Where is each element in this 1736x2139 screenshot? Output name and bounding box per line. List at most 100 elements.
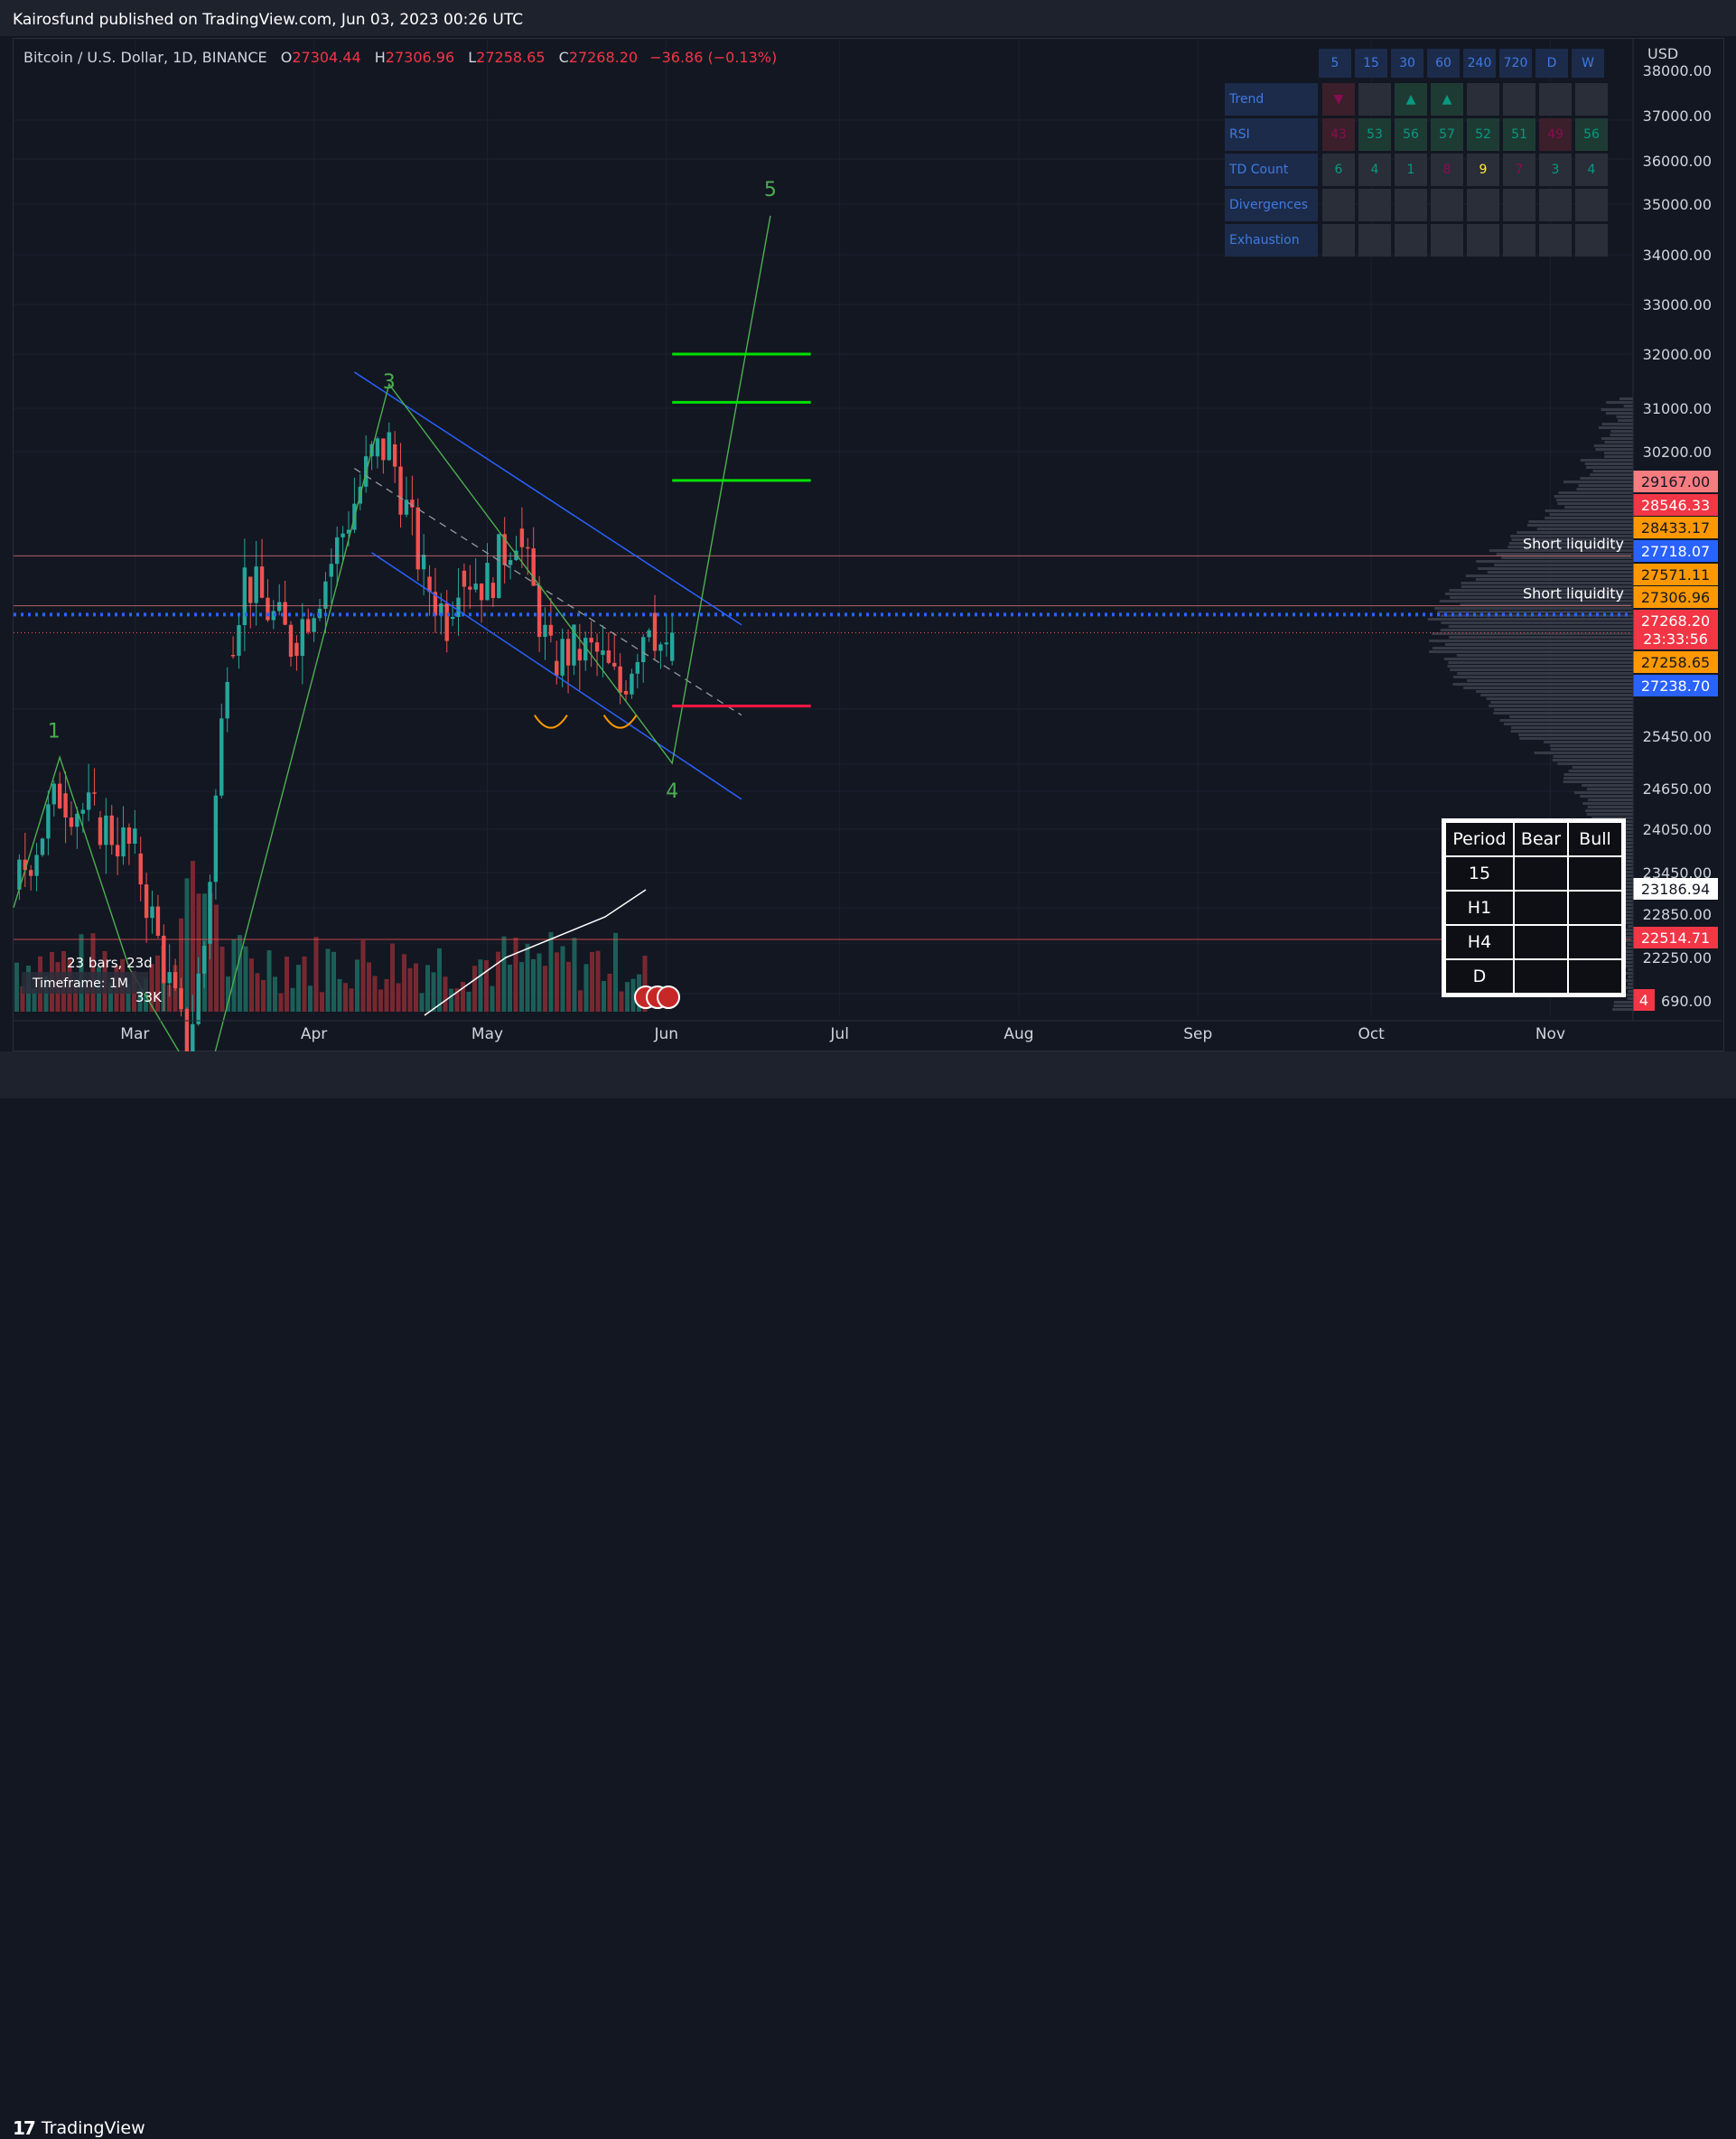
volume-profile-bar (1556, 499, 1633, 501)
mtf-cell (1395, 189, 1427, 221)
volume-profile-bar (1550, 513, 1633, 516)
time-axis-label: Apr (301, 1025, 327, 1043)
short-liquidity-label-1: Short liquidity (1523, 535, 1624, 552)
low-label: L (468, 49, 476, 66)
volume-profile-bar (1461, 582, 1633, 584)
mtf-row-divergences: Divergences (1225, 189, 1611, 221)
volume-bar (291, 988, 295, 1012)
volume-profile-bar (1604, 455, 1633, 458)
volume-profile-bar (1563, 481, 1633, 483)
volume-profile-bar (1590, 473, 1633, 476)
volume-profile-bar (1527, 524, 1633, 527)
mtf-cell (1358, 189, 1391, 221)
volume-bar (484, 960, 489, 1012)
brand-name: TradingView (42, 2118, 145, 2138)
bars-info-text: 23 bars, 23d (67, 955, 153, 971)
mtf-row-rsi: RSI 43 53 56 57 52 51 49 56 (1225, 118, 1611, 151)
mtf-cell: 56 (1575, 118, 1608, 151)
volume-profile-bar (1582, 784, 1633, 787)
candle-body (196, 974, 200, 1024)
volume-profile-bar (1509, 715, 1633, 718)
bear-header: Bear (1514, 822, 1568, 856)
candle-body (555, 661, 558, 676)
candle-body (398, 467, 402, 515)
candle-body (237, 625, 240, 656)
volume-profile-bar (1478, 567, 1633, 570)
mtf-cell: ▲ (1431, 83, 1463, 116)
candle-body (589, 638, 593, 642)
price-tick: 24650.00 (1643, 780, 1712, 798)
volume-bar (256, 973, 260, 1012)
candle-body (630, 674, 633, 695)
time-axis-label: Nov (1535, 1025, 1565, 1043)
volume-profile-bar (1625, 889, 1633, 892)
volume-bar (408, 968, 413, 1012)
volume-profile-bar (1551, 748, 1633, 751)
candle-body (578, 649, 582, 660)
volume-profile-bar (1537, 528, 1633, 530)
candle-body (81, 809, 85, 813)
price-badge-text: 27306.96 (1641, 589, 1710, 606)
candle-body (520, 528, 524, 547)
candle-body (566, 639, 570, 665)
volume-profile-bar (1480, 694, 1633, 696)
candle-body (451, 617, 454, 619)
candle-body (116, 845, 119, 856)
price-tick: 690.00 (1661, 993, 1712, 1010)
mtf-row-label: Exhaustion (1225, 224, 1318, 257)
volume-profile-bar (1444, 658, 1633, 660)
bull-cell (1568, 925, 1622, 959)
time-axis-label: Jun (654, 1025, 679, 1043)
volume-profile-bar (1626, 896, 1633, 899)
candle-body (607, 650, 611, 663)
volume-bar (285, 957, 289, 1012)
open-label: O (281, 49, 293, 66)
volume-bar (590, 952, 594, 1012)
volume-bar (373, 976, 378, 1012)
volume-profile-bar (1604, 452, 1633, 454)
mtf-cell (1503, 224, 1535, 257)
candle-body (480, 584, 483, 600)
mtf-timeframe-240: 240 (1463, 49, 1496, 78)
volume-profile-bar (1614, 1004, 1633, 1007)
volume-bar (490, 986, 495, 1012)
volume-bar (425, 965, 430, 1012)
volume-bar (378, 990, 383, 1012)
short-liquidity-label-2: Short liquidity (1523, 585, 1624, 602)
symbol-name: Bitcoin / U.S. Dollar, 1D, BINANCE (23, 49, 267, 66)
candle-body (29, 870, 33, 876)
period-row-label: 15 (1445, 856, 1514, 891)
volume-profile-bar (1628, 925, 1633, 928)
mtf-cell: 57 (1431, 118, 1463, 151)
price-badge-text: 23186.94 (1641, 881, 1710, 898)
price-badge-text: 27571.11 (1641, 566, 1710, 584)
volume-profile-bar (1553, 759, 1633, 761)
volume-profile-bar (1545, 517, 1633, 519)
volume-profile-bar (1500, 719, 1633, 722)
candle-body (641, 637, 645, 662)
mtf-cell (1575, 189, 1608, 221)
mtf-cell (1358, 83, 1391, 116)
volume-bar (420, 993, 425, 1012)
volume-profile-bar (1576, 488, 1633, 490)
volume-profile-bar (1434, 607, 1633, 610)
volume-bar (443, 976, 448, 1012)
candle-body (156, 907, 160, 936)
currency-label[interactable]: USD (1647, 45, 1678, 62)
volume-bar (549, 932, 554, 1012)
volume-bar (14, 963, 19, 1012)
volume-profile-bar (1628, 990, 1633, 993)
volume-bar (385, 979, 389, 1012)
volume-bar (472, 966, 477, 1012)
volume-bar (331, 952, 336, 1012)
candle-body (214, 796, 218, 883)
candle-body (87, 792, 90, 809)
price-tick-top: 38000.00 (1643, 62, 1712, 79)
price-badge-text: 27718.07 (1641, 543, 1710, 560)
price-tick: 31000.00 (1643, 400, 1712, 417)
candle-body (150, 907, 154, 919)
tradingview-logo[interactable]: 17 TradingView (13, 2117, 145, 2139)
volume-profile-bar (1517, 531, 1633, 534)
volume-profile-bar (1563, 780, 1633, 783)
mtf-cell: 7 (1503, 154, 1535, 186)
